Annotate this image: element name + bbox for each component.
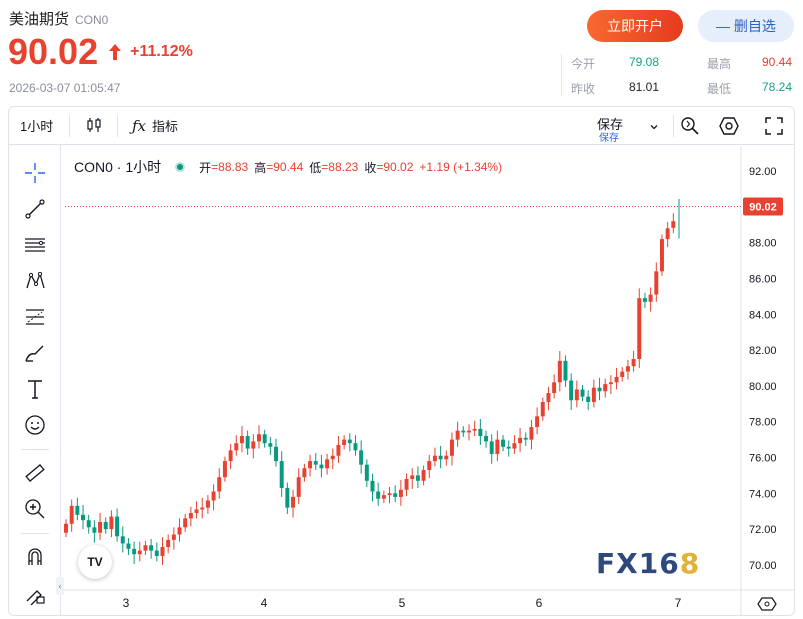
chart-legend: CON0 · 1小时 开 =88.83 高 =90.44 低 =88.23 收 =90.… bbox=[74, 157, 508, 177]
chart-type-button[interactable] bbox=[85, 116, 103, 134]
quote-header: 美油期货 CON0 90.02 +11.12% 2026-03-07 01:05… bbox=[0, 0, 803, 104]
trend-line-icon[interactable] bbox=[23, 197, 47, 221]
lock-draw-icon[interactable] bbox=[23, 581, 47, 605]
stat-prev-label: 昨收 bbox=[571, 82, 596, 96]
zoom-in-icon[interactable] bbox=[23, 497, 47, 521]
legend-open-value: =88.83 bbox=[211, 160, 249, 174]
stat-low: 最低 78.24 bbox=[707, 80, 792, 97]
chevron-down-icon bbox=[650, 125, 658, 130]
legend-change: +1.19 (+1.34%) bbox=[419, 160, 503, 174]
interval-selector[interactable]: 1小时 bbox=[20, 119, 54, 134]
price-row: 90.02 +11.12% bbox=[8, 32, 193, 72]
quick-search-icon[interactable] bbox=[679, 115, 701, 137]
watermark-accent: 8 bbox=[679, 547, 701, 580]
watermark-main: FX16 bbox=[596, 547, 680, 580]
legend-high-key: 高 bbox=[254, 160, 267, 175]
remove-favorite-button[interactable]: — 删自选 bbox=[698, 10, 794, 42]
stat-open-value: 79.08 bbox=[629, 55, 660, 69]
indicators-label: 指标 bbox=[152, 119, 179, 134]
fullscreen-icon[interactable] bbox=[763, 115, 785, 137]
chart-toolbar: 1小时 ƒx 指标 保存 保存 bbox=[9, 107, 794, 145]
stat-high-value: 90.44 bbox=[762, 55, 793, 69]
stat-open: 今开 79.08 bbox=[571, 55, 659, 72]
stat-open-label: 今开 bbox=[571, 57, 596, 71]
fib-tool-icon[interactable] bbox=[23, 305, 47, 329]
instrument-code: CON0 bbox=[75, 13, 109, 27]
save-label: 保存 bbox=[597, 117, 624, 132]
open-account-button[interactable]: 立即开户 bbox=[587, 10, 683, 42]
toolbar-divider bbox=[117, 115, 118, 137]
change-percent: +11.12% bbox=[130, 43, 193, 60]
save-button[interactable]: 保存 保存 bbox=[597, 112, 658, 144]
toolbar-divider bbox=[673, 115, 674, 137]
legend-open-key: 开 bbox=[199, 160, 212, 175]
text-tool-icon[interactable] bbox=[23, 377, 47, 401]
fx168-watermark: FX168 bbox=[596, 547, 700, 580]
legend-low-value: =88.23 bbox=[321, 160, 359, 174]
fx-icon: ƒx bbox=[132, 116, 147, 135]
brush-icon[interactable] bbox=[23, 341, 47, 365]
emoji-icon[interactable] bbox=[23, 413, 47, 437]
stat-prev: 昨收 81.01 bbox=[571, 80, 659, 97]
candles-icon bbox=[87, 118, 101, 132]
pattern-icon[interactable] bbox=[23, 269, 47, 293]
toolbar-divider bbox=[69, 115, 70, 137]
toolbar-divider bbox=[21, 449, 49, 450]
market-status-dot bbox=[175, 162, 186, 172]
stat-high: 最高 90.44 bbox=[707, 55, 792, 72]
legend-high-value: =90.44 bbox=[266, 160, 304, 174]
legend-symbol: CON0 · 1小时 bbox=[74, 159, 162, 175]
timestamp: 2026-03-07 01:05:47 bbox=[9, 81, 121, 95]
chart-frame: 1小时 ƒx 指标 保存 保存 bbox=[8, 106, 795, 616]
stat-prev-value: 81.01 bbox=[629, 80, 660, 94]
last-price: 90.02 bbox=[8, 31, 99, 72]
horizontal-lines-icon[interactable] bbox=[23, 233, 47, 257]
tradingview-logo[interactable]: TV bbox=[78, 545, 112, 579]
stat-high-label: 最高 bbox=[707, 57, 732, 71]
legend-low-key: 低 bbox=[309, 160, 322, 175]
ruler-icon[interactable] bbox=[23, 461, 47, 485]
crosshair-icon[interactable] bbox=[23, 161, 47, 185]
settings-hex-icon[interactable] bbox=[718, 115, 740, 137]
collapse-toolbar-handle[interactable]: ‹ bbox=[56, 577, 64, 595]
indicators-button[interactable]: ƒx 指标 bbox=[132, 116, 178, 135]
legend-close-key: 收 bbox=[364, 160, 377, 175]
stat-low-value: 78.24 bbox=[762, 80, 793, 94]
stats-divider bbox=[561, 54, 562, 96]
stat-low-label: 最低 bbox=[707, 82, 732, 96]
legend-close-value: =90.02 bbox=[376, 160, 414, 174]
save-sublabel: 保存 bbox=[599, 133, 619, 144]
arrow-up-icon bbox=[109, 44, 122, 60]
drawing-toolbar bbox=[9, 145, 61, 615]
toolbar-divider bbox=[21, 533, 49, 534]
title-row: 美油期货 CON0 bbox=[9, 8, 108, 29]
magnet-icon[interactable] bbox=[23, 545, 47, 569]
instrument-title: 美油期货 bbox=[9, 11, 70, 28]
